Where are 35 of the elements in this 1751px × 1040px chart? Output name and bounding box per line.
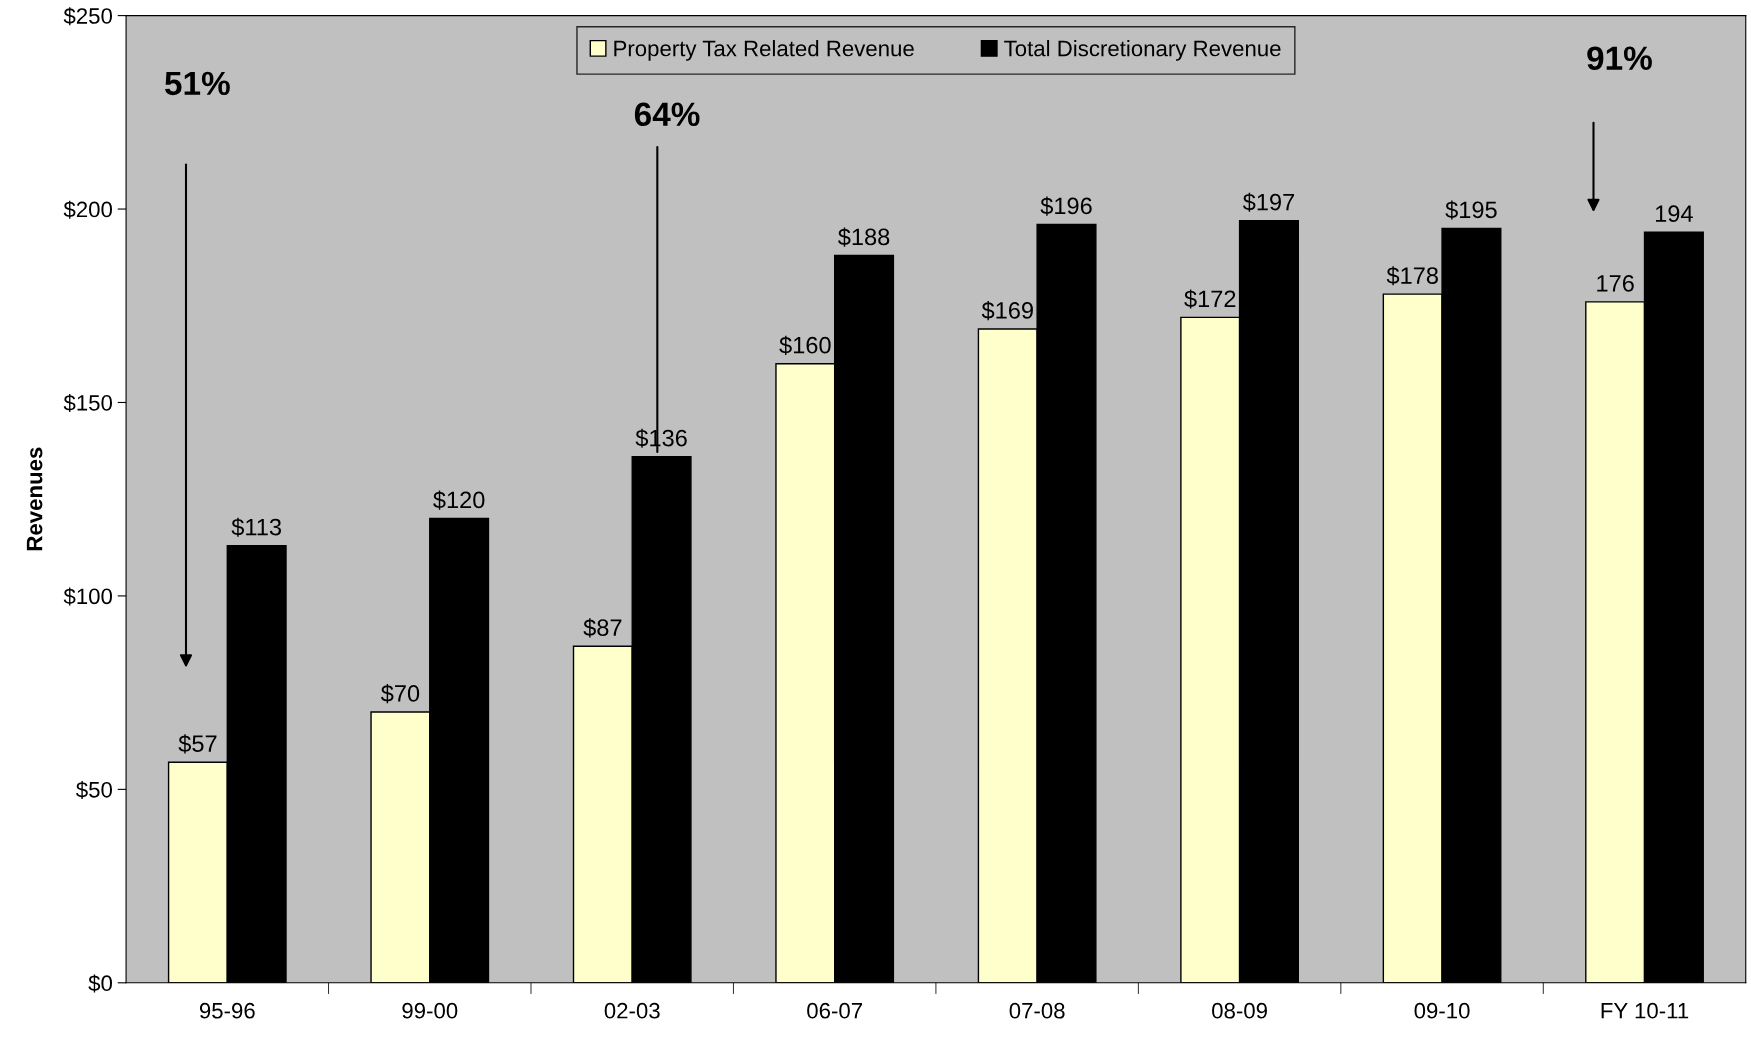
data-label: $160 [779,335,831,355]
x-tick-label: 06-07 [807,1002,862,1019]
x-tick-label: 95-96 [199,1002,255,1019]
data-label: $169 [981,301,1033,321]
data-label: $195 [1445,200,1497,220]
x-tick-label: 08-09 [1212,1002,1267,1019]
data-label: $188 [838,227,890,247]
data-label: 194 [1655,205,1693,223]
x-tick-label: 09-10 [1414,1002,1470,1019]
data-label: $197 [1242,192,1295,212]
annotation: 51% [165,71,230,96]
annotation: 64% [634,102,700,127]
data-label: $113 [231,517,282,537]
annotation: 91% [1587,46,1652,71]
data-label: $120 [433,490,485,510]
x-tick-label: 99-00 [402,1002,458,1019]
y-tick-label: $50 [76,780,113,799]
legend-label: Property Tax Related Revenue [614,40,914,61]
legend-label: Total Discretionary Revenue [1004,40,1281,61]
data-label: $196 [1040,196,1092,216]
y-tick-label: $200 [63,200,113,219]
y-tick-label: $100 [63,587,113,606]
y-tick-label: $250 [63,7,113,26]
data-label: $172 [1184,289,1236,309]
data-label: $70 [380,684,420,704]
x-tick-label: 07-08 [1009,1002,1065,1019]
y-axis-title: Revenues [26,447,43,551]
data-label: 176 [1597,274,1634,292]
x-tick-label: FY 10-11 [1601,1002,1689,1019]
data-label: $57 [178,734,217,754]
data-label: $178 [1386,266,1438,286]
x-tick-label: 02-03 [604,1002,660,1019]
data-label: $87 [583,618,622,638]
y-tick-label: $0 [88,974,113,993]
y-tick-label: $150 [63,394,113,413]
